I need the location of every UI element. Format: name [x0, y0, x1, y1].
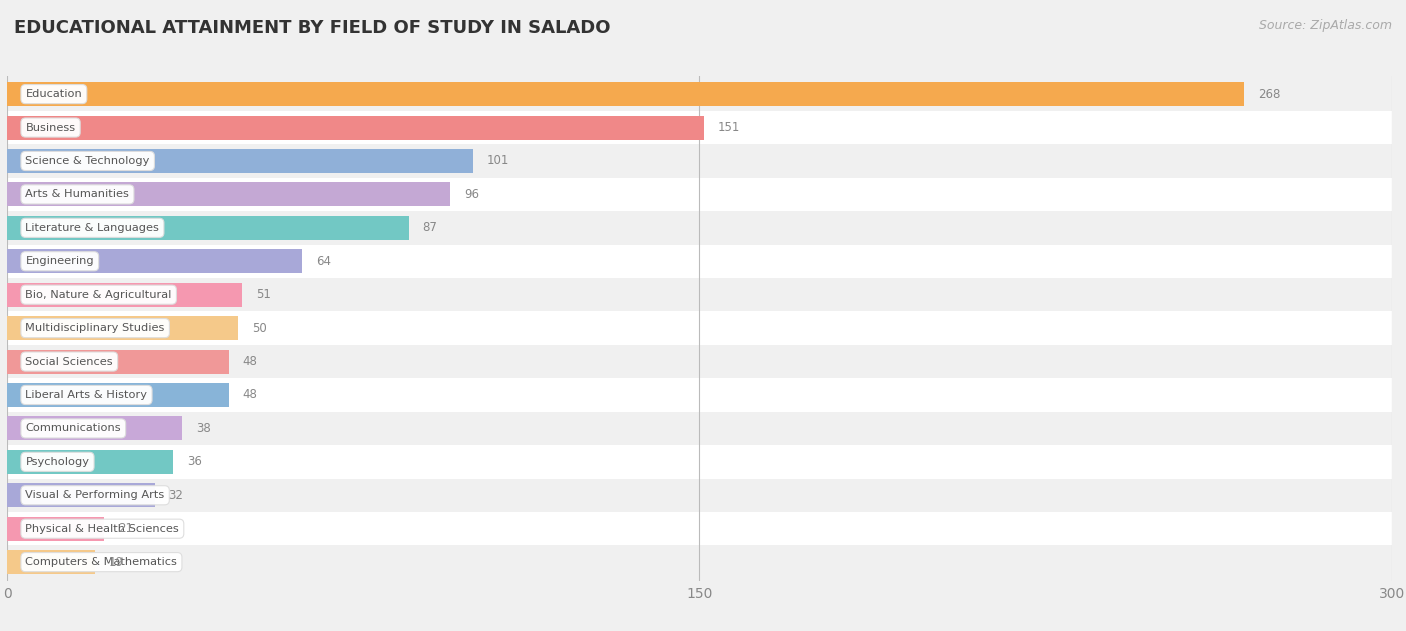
Text: Communications: Communications: [25, 423, 121, 433]
Text: 51: 51: [256, 288, 271, 301]
Text: 87: 87: [422, 221, 437, 234]
Text: 50: 50: [252, 322, 267, 334]
Text: Bio, Nature & Agricultural: Bio, Nature & Agricultural: [25, 290, 172, 300]
Text: Business: Business: [25, 122, 76, 133]
Bar: [7, 445, 1392, 478]
Bar: [7, 78, 1392, 111]
Bar: [7, 316, 238, 340]
Text: 21: 21: [118, 522, 132, 535]
Bar: [7, 249, 302, 273]
Text: 48: 48: [242, 355, 257, 368]
Bar: [7, 350, 229, 374]
Text: Computers & Mathematics: Computers & Mathematics: [25, 557, 177, 567]
Text: 101: 101: [486, 155, 509, 167]
Text: Physical & Health Sciences: Physical & Health Sciences: [25, 524, 179, 534]
Bar: [7, 378, 1392, 411]
Text: 36: 36: [187, 456, 202, 468]
Text: Science & Technology: Science & Technology: [25, 156, 150, 166]
Text: Literature & Languages: Literature & Languages: [25, 223, 159, 233]
Bar: [7, 383, 229, 407]
Bar: [7, 216, 409, 240]
Text: Education: Education: [25, 89, 82, 99]
Bar: [7, 450, 173, 474]
Bar: [7, 517, 104, 541]
Bar: [7, 345, 1392, 378]
Bar: [7, 278, 1392, 312]
Bar: [7, 411, 1392, 445]
Bar: [7, 416, 183, 440]
Text: 151: 151: [718, 121, 741, 134]
Text: 32: 32: [169, 489, 183, 502]
Bar: [7, 211, 1392, 245]
Text: 38: 38: [197, 422, 211, 435]
Text: Source: ZipAtlas.com: Source: ZipAtlas.com: [1258, 19, 1392, 32]
Text: Multidisciplinary Studies: Multidisciplinary Studies: [25, 323, 165, 333]
Bar: [7, 82, 1244, 106]
Bar: [7, 149, 474, 173]
Text: 64: 64: [316, 255, 332, 268]
Text: 48: 48: [242, 389, 257, 401]
Text: 19: 19: [108, 556, 124, 569]
Bar: [7, 483, 155, 507]
Bar: [7, 545, 1392, 579]
Bar: [7, 144, 1392, 178]
Text: 268: 268: [1258, 88, 1281, 100]
Bar: [7, 283, 242, 307]
Bar: [7, 478, 1392, 512]
Text: Arts & Humanities: Arts & Humanities: [25, 189, 129, 199]
Text: Liberal Arts & History: Liberal Arts & History: [25, 390, 148, 400]
Text: Psychology: Psychology: [25, 457, 90, 467]
Bar: [7, 182, 450, 206]
Text: 96: 96: [464, 188, 479, 201]
Bar: [7, 111, 1392, 144]
Bar: [7, 178, 1392, 211]
Text: EDUCATIONAL ATTAINMENT BY FIELD OF STUDY IN SALADO: EDUCATIONAL ATTAINMENT BY FIELD OF STUDY…: [14, 19, 610, 37]
Bar: [7, 245, 1392, 278]
Bar: [7, 550, 94, 574]
Text: Visual & Performing Arts: Visual & Performing Arts: [25, 490, 165, 500]
Bar: [7, 312, 1392, 345]
Bar: [7, 115, 704, 139]
Text: Social Sciences: Social Sciences: [25, 357, 112, 367]
Text: Engineering: Engineering: [25, 256, 94, 266]
Bar: [7, 512, 1392, 545]
